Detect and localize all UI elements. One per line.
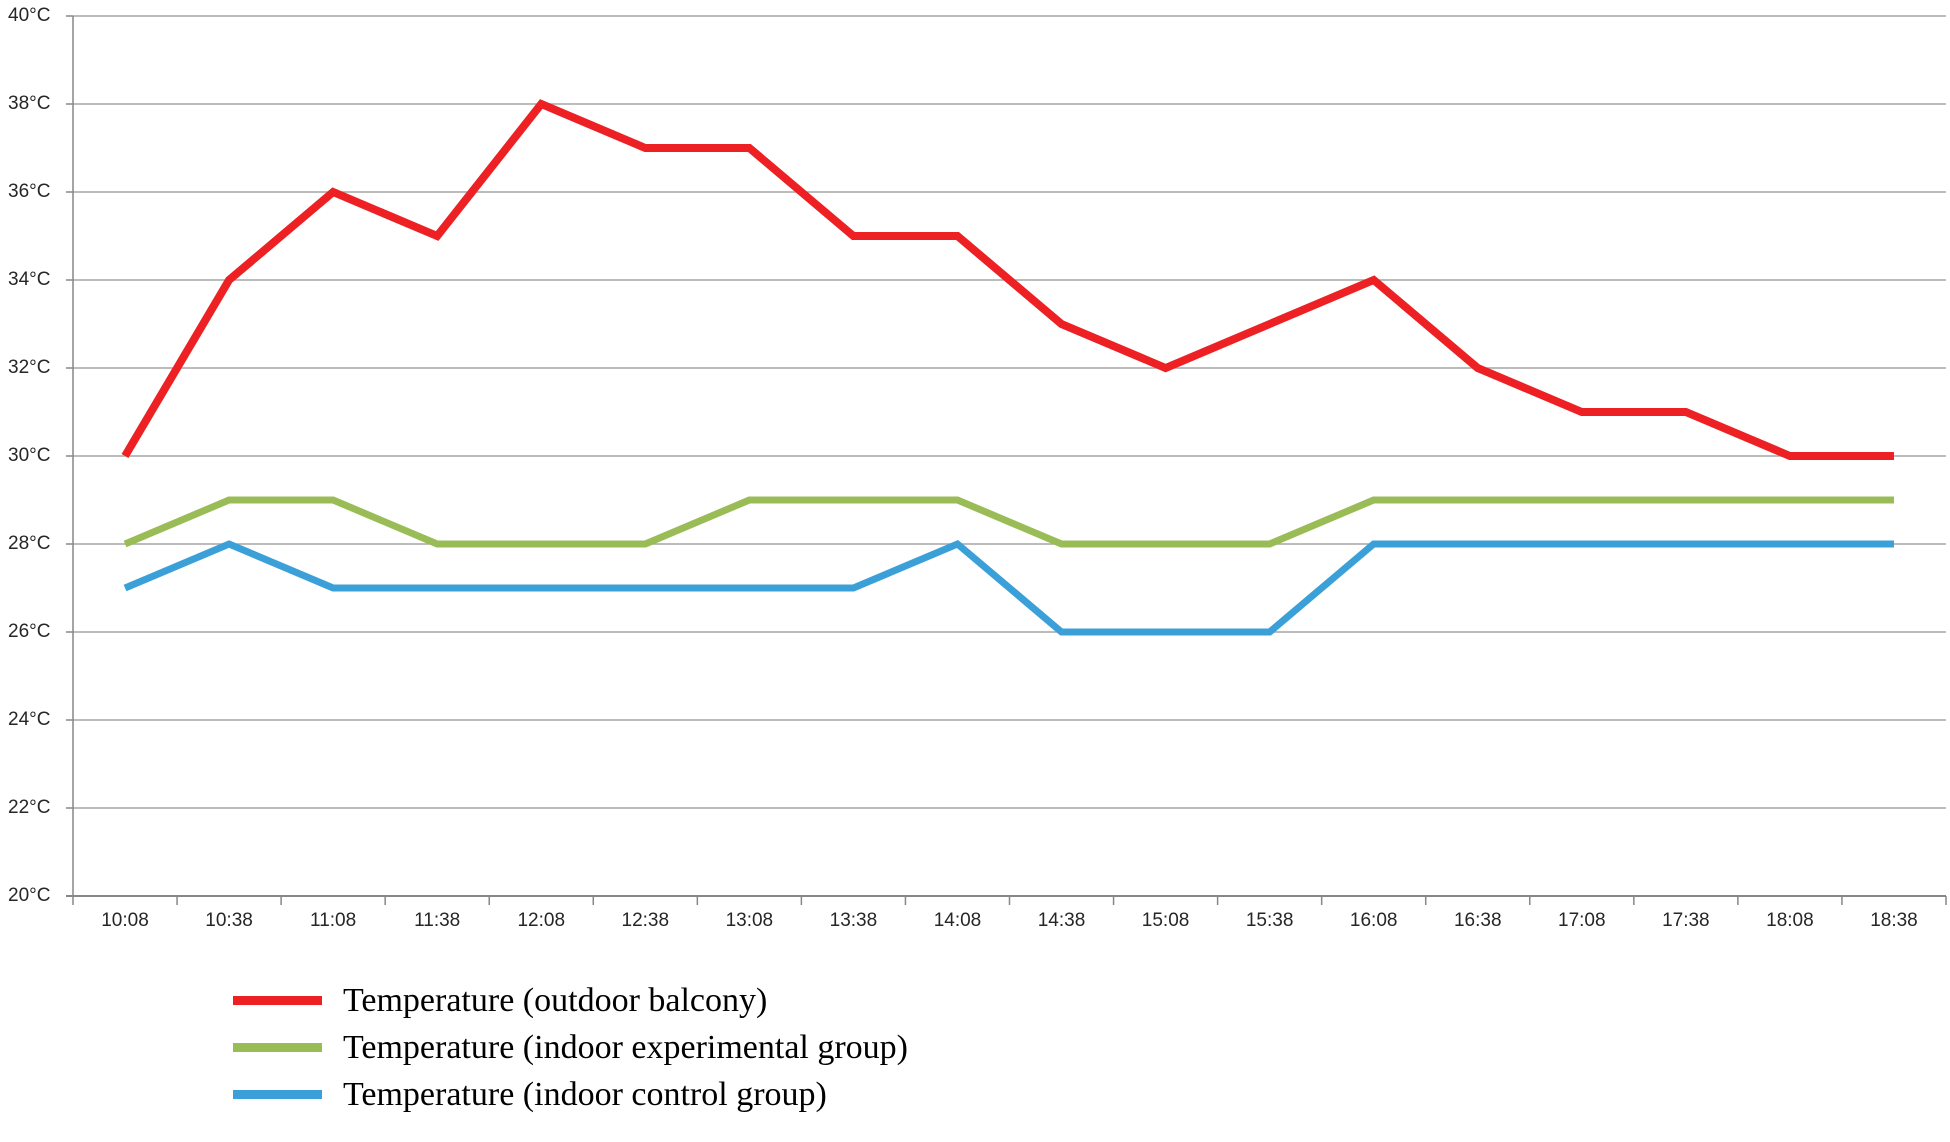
x-axis-tick-label: 12:38 [621,910,670,931]
legend-item-indoor-control: Temperature (indoor control group) [233,1071,908,1118]
y-axis-tick-label: 34°C [8,269,51,290]
x-axis-tick-label: 18:08 [1766,910,1814,931]
legend-label-indoor-experimental: Temperature (indoor experimental group) [343,1028,909,1066]
legend-swatch-indoor-experimental [233,1043,322,1052]
y-axis-tick-label: 36°C [8,181,51,202]
y-axis-tick-label: 22°C [8,797,51,818]
chart-legend: Temperature (outdoor balcony) Temperatur… [233,977,908,1118]
x-axis-tick-label: 15:38 [1245,910,1294,931]
y-axis-tick-label: 26°C [8,621,51,642]
legend-label-indoor-control: Temperature (indoor control group) [343,1075,827,1113]
x-axis-tick-label: 17:38 [1662,910,1710,931]
y-axis-tick-label: 24°C [8,709,51,730]
y-axis-tick-label: 20°C [8,885,51,906]
x-axis-tick-label: 11:38 [414,910,461,931]
legend-swatch-indoor-control [233,1090,322,1099]
x-axis-tick-label: 17:08 [1558,910,1606,931]
x-axis-tick-label: 10:08 [101,910,149,931]
x-axis-tick-label: 11:08 [310,910,357,931]
series-line-temperature-indoor-experimental-group [123,496,1894,548]
x-axis-tick-label: 18:38 [1870,910,1918,931]
x-axis-tick-label: 16:08 [1349,910,1398,931]
y-axis-tick-label: 28°C [8,533,51,554]
x-axis-tick-label: 13:08 [725,910,774,931]
legend-item-outdoor-balcony: Temperature (outdoor balcony) [233,977,908,1024]
legend-swatch-outdoor-balcony [233,996,322,1005]
x-axis-tick-label: 10:38 [205,910,253,931]
y-axis-tick-label: 38°C [8,93,51,114]
x-axis-tick-label: 15:08 [1141,910,1190,931]
x-axis-tick-label: 12:08 [517,910,566,931]
series-line-temperature-indoor-control-group [123,539,1894,636]
legend-item-indoor-experimental: Temperature (indoor experimental group) [233,1024,908,1071]
x-axis-tick-label: 14:38 [1037,910,1086,931]
y-axis-tick-label: 40°C [8,5,51,26]
series-line-temperature-outdoor-balcony [121,99,1894,460]
x-axis-tick-label: 13:38 [829,910,878,931]
legend-label-outdoor-balcony: Temperature (outdoor balcony) [343,981,768,1019]
x-axis-tick-label: 14:08 [933,910,982,931]
y-axis-tick-label: 30°C [8,445,51,466]
y-axis-tick-label: 32°C [8,357,51,378]
x-axis-tick-label: 16:38 [1453,910,1502,931]
